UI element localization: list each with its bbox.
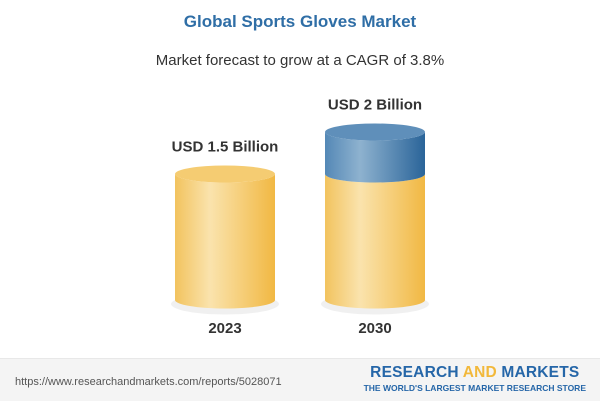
cylinder-top	[175, 165, 275, 183]
category-label: 2030	[358, 320, 391, 337]
cylinder-top	[325, 123, 425, 141]
data-label: USD 1.5 Billion	[172, 139, 279, 156]
cylinder-growth-2030	[325, 132, 425, 183]
cylinder-base-2023	[175, 174, 275, 309]
footer: https://www.researchandmarkets.com/repor…	[0, 358, 600, 401]
cylinder-base-2030	[325, 174, 425, 309]
data-label: USD 2 Billion	[328, 97, 422, 114]
research-and-markets-logo: RESEARCH AND MARKETS THE WORLD'S LARGEST…	[363, 364, 586, 393]
cylinder-chart: USD 1.5 Billion 2023 USD 2 Billion 2030	[171, 97, 429, 337]
category-label: 2023	[208, 320, 241, 337]
source-url[interactable]: https://www.researchandmarkets.com/repor…	[15, 376, 282, 388]
chart-title: Global Sports Gloves Market	[183, 12, 417, 31]
chart-subtitle: Market forecast to grow at a CAGR of 3.8…	[155, 52, 445, 69]
